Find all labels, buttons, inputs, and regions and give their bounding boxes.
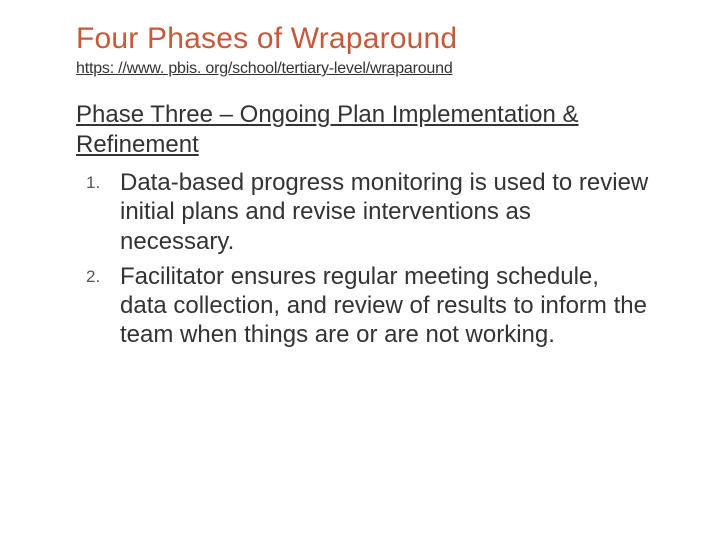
slide-title: Four Phases of Wraparound <box>76 22 650 56</box>
slide-container: Four Phases of Wraparound https: //www. … <box>0 0 720 540</box>
phase-points-list: Data-based progress monitoring is used t… <box>76 168 650 350</box>
list-item: Facilitator ensures regular meeting sche… <box>76 262 650 350</box>
phase-heading: Phase Three – Ongoing Plan Implementatio… <box>76 100 650 160</box>
list-item: Data-based progress monitoring is used t… <box>76 168 650 256</box>
source-link[interactable]: https: //www. pbis. org/school/tertiary-… <box>76 60 650 78</box>
